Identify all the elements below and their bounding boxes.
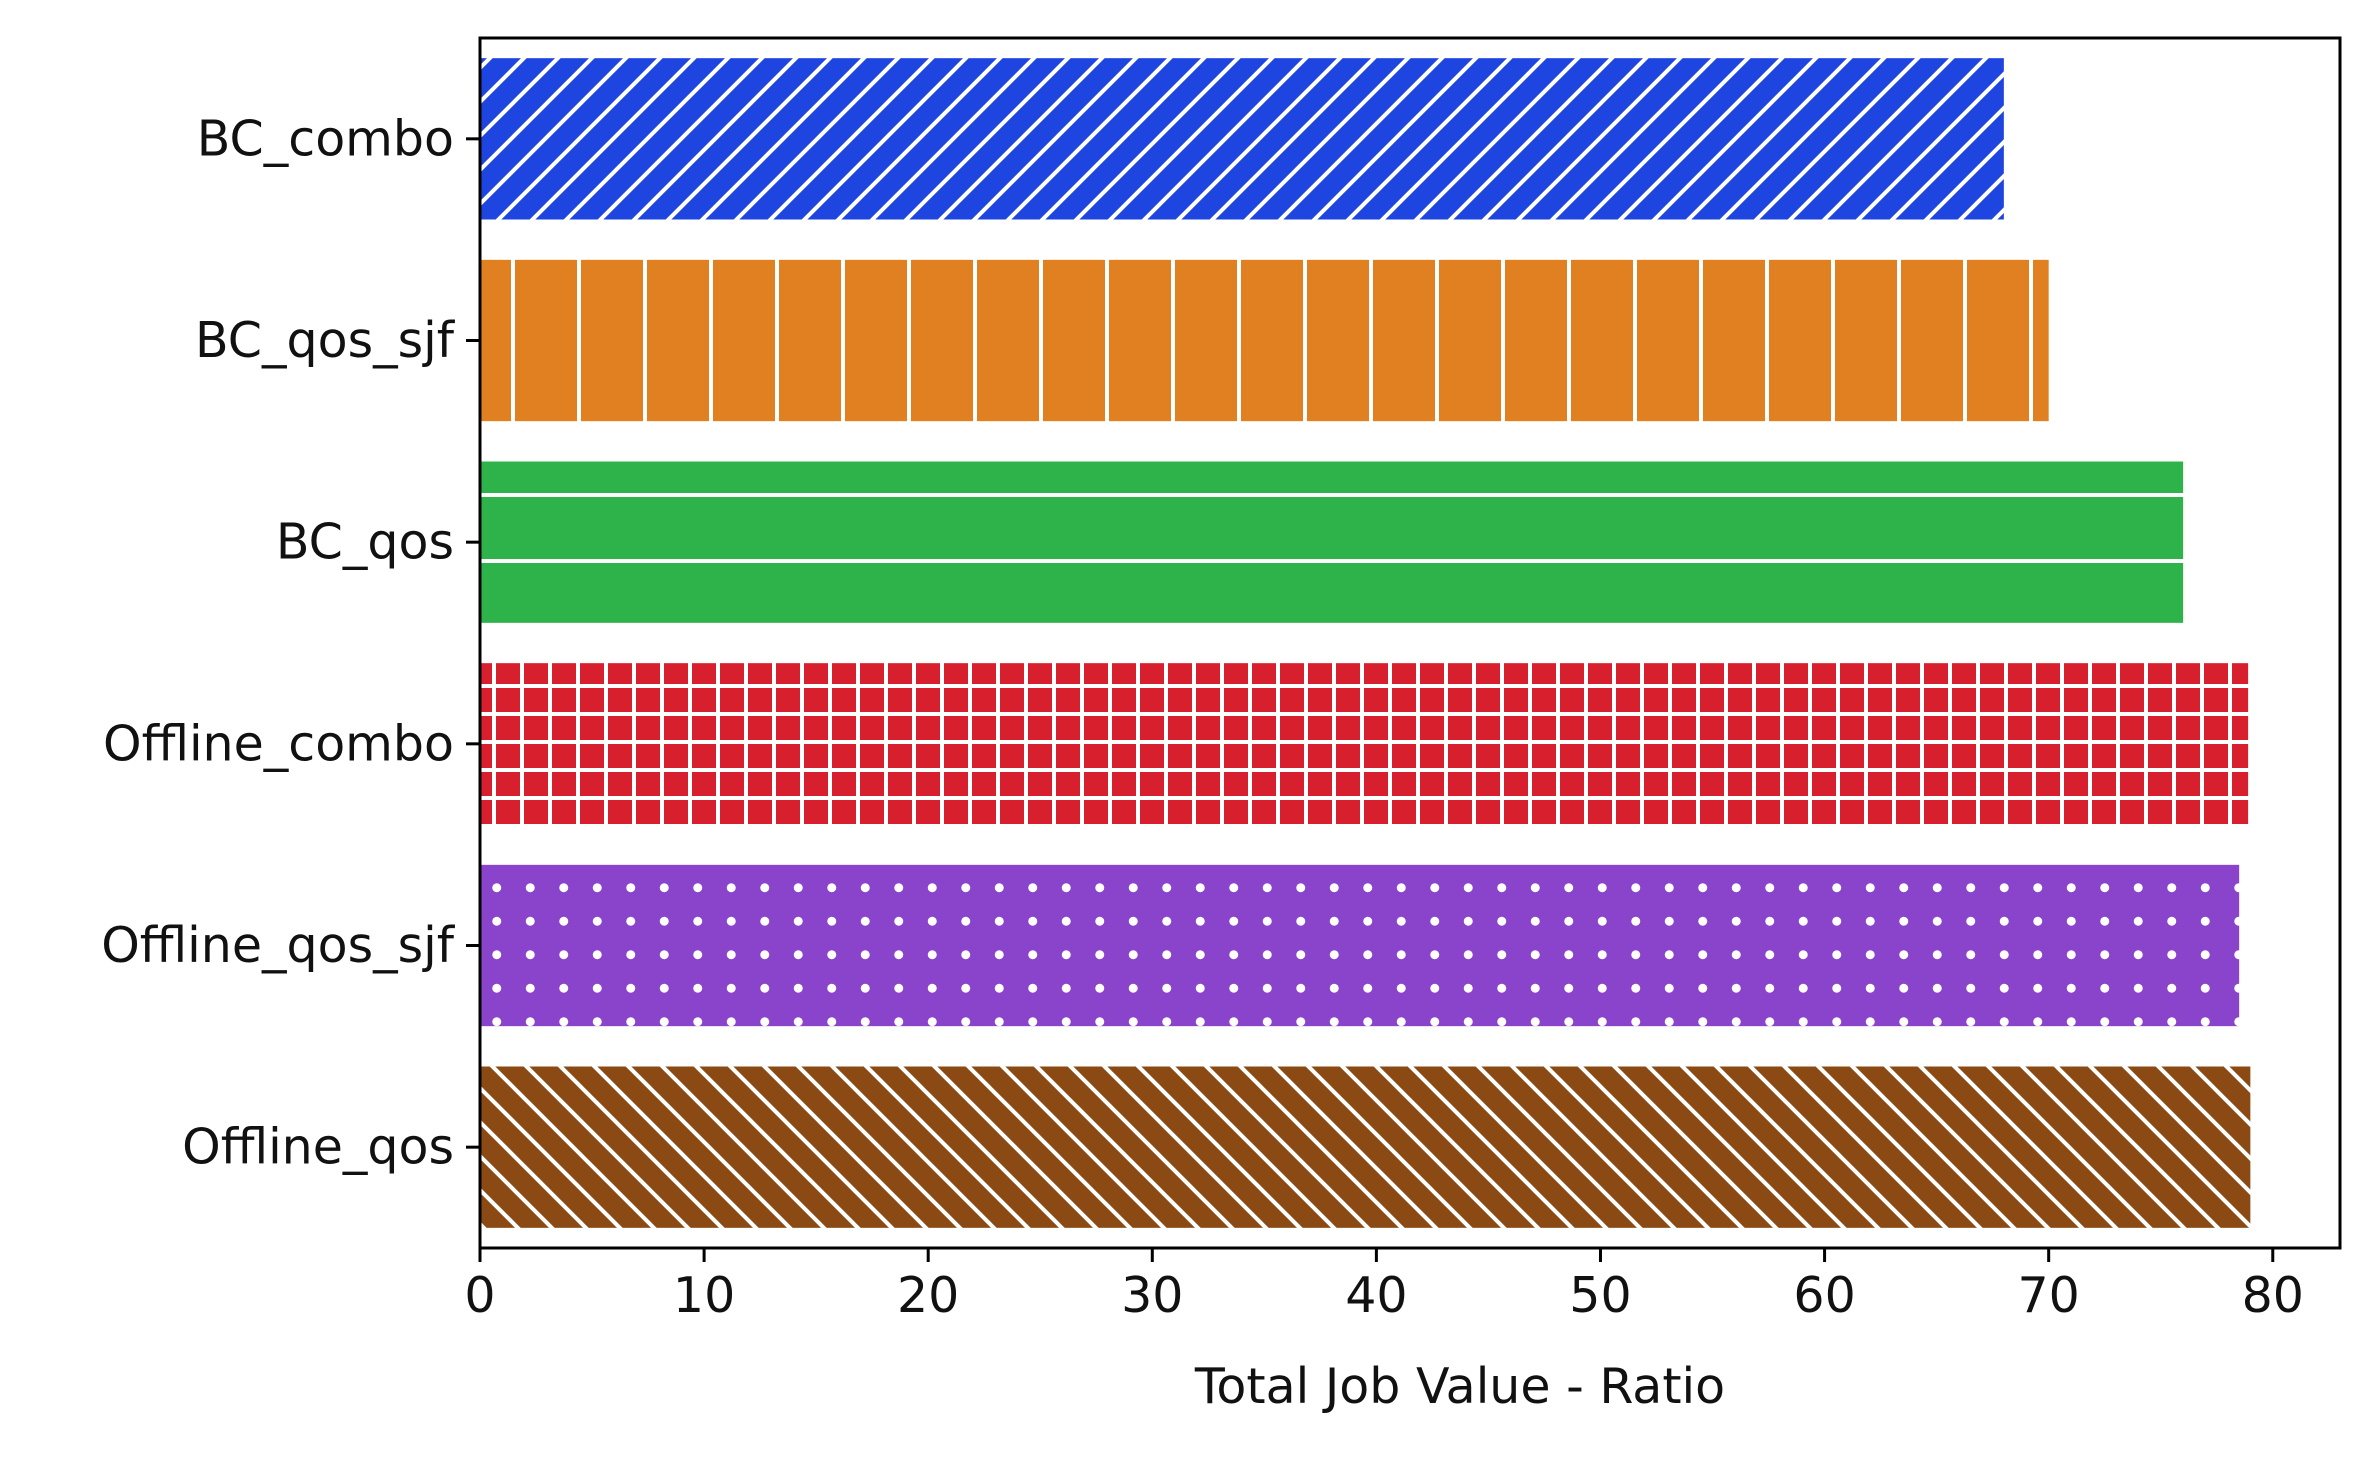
bar-offline-combo xyxy=(480,663,2249,825)
plot-frame xyxy=(478,36,2342,1250)
bar-bc-qos-sjf xyxy=(480,259,2049,422)
bars-layer xyxy=(480,58,2251,1228)
x-tick-label: 10 xyxy=(673,1267,735,1324)
x-tick-label: 50 xyxy=(1569,1267,1631,1324)
x-tick-label: 70 xyxy=(2017,1267,2079,1324)
y-tick-label: Offline_qos xyxy=(182,1119,454,1176)
x-tick-label: 40 xyxy=(1345,1267,1407,1324)
y-tick-label: BC_combo xyxy=(197,110,454,167)
x-tick-label: 0 xyxy=(464,1267,495,1324)
y-tick-label: BC_qos_sjf xyxy=(195,312,456,369)
bar-offline-qos xyxy=(480,1066,2251,1228)
x-tick-label: 80 xyxy=(2242,1267,2304,1324)
x-tick-label: 30 xyxy=(1121,1267,1183,1324)
x-tick-label: 60 xyxy=(1793,1267,1855,1324)
x-axis: 0 10 20 30 40 50 60 70 80 xyxy=(464,1248,2304,1324)
y-tick-label: BC_qos xyxy=(276,514,454,571)
bar-offline-qos-sjf xyxy=(480,864,2240,1027)
y-tick-label: Offline_combo xyxy=(103,715,454,772)
y-tick-label: Offline_qos_sjf xyxy=(101,917,456,974)
bar-bc-combo xyxy=(480,58,2004,220)
x-tick-label: 20 xyxy=(897,1267,959,1324)
y-axis: BC_combo BC_qos_sjf BC_qos Offline_combo Off… xyxy=(101,110,480,1176)
bar-bc-qos xyxy=(480,461,2184,623)
x-axis-title: Total Job Value - Ratio xyxy=(1194,1358,1725,1415)
